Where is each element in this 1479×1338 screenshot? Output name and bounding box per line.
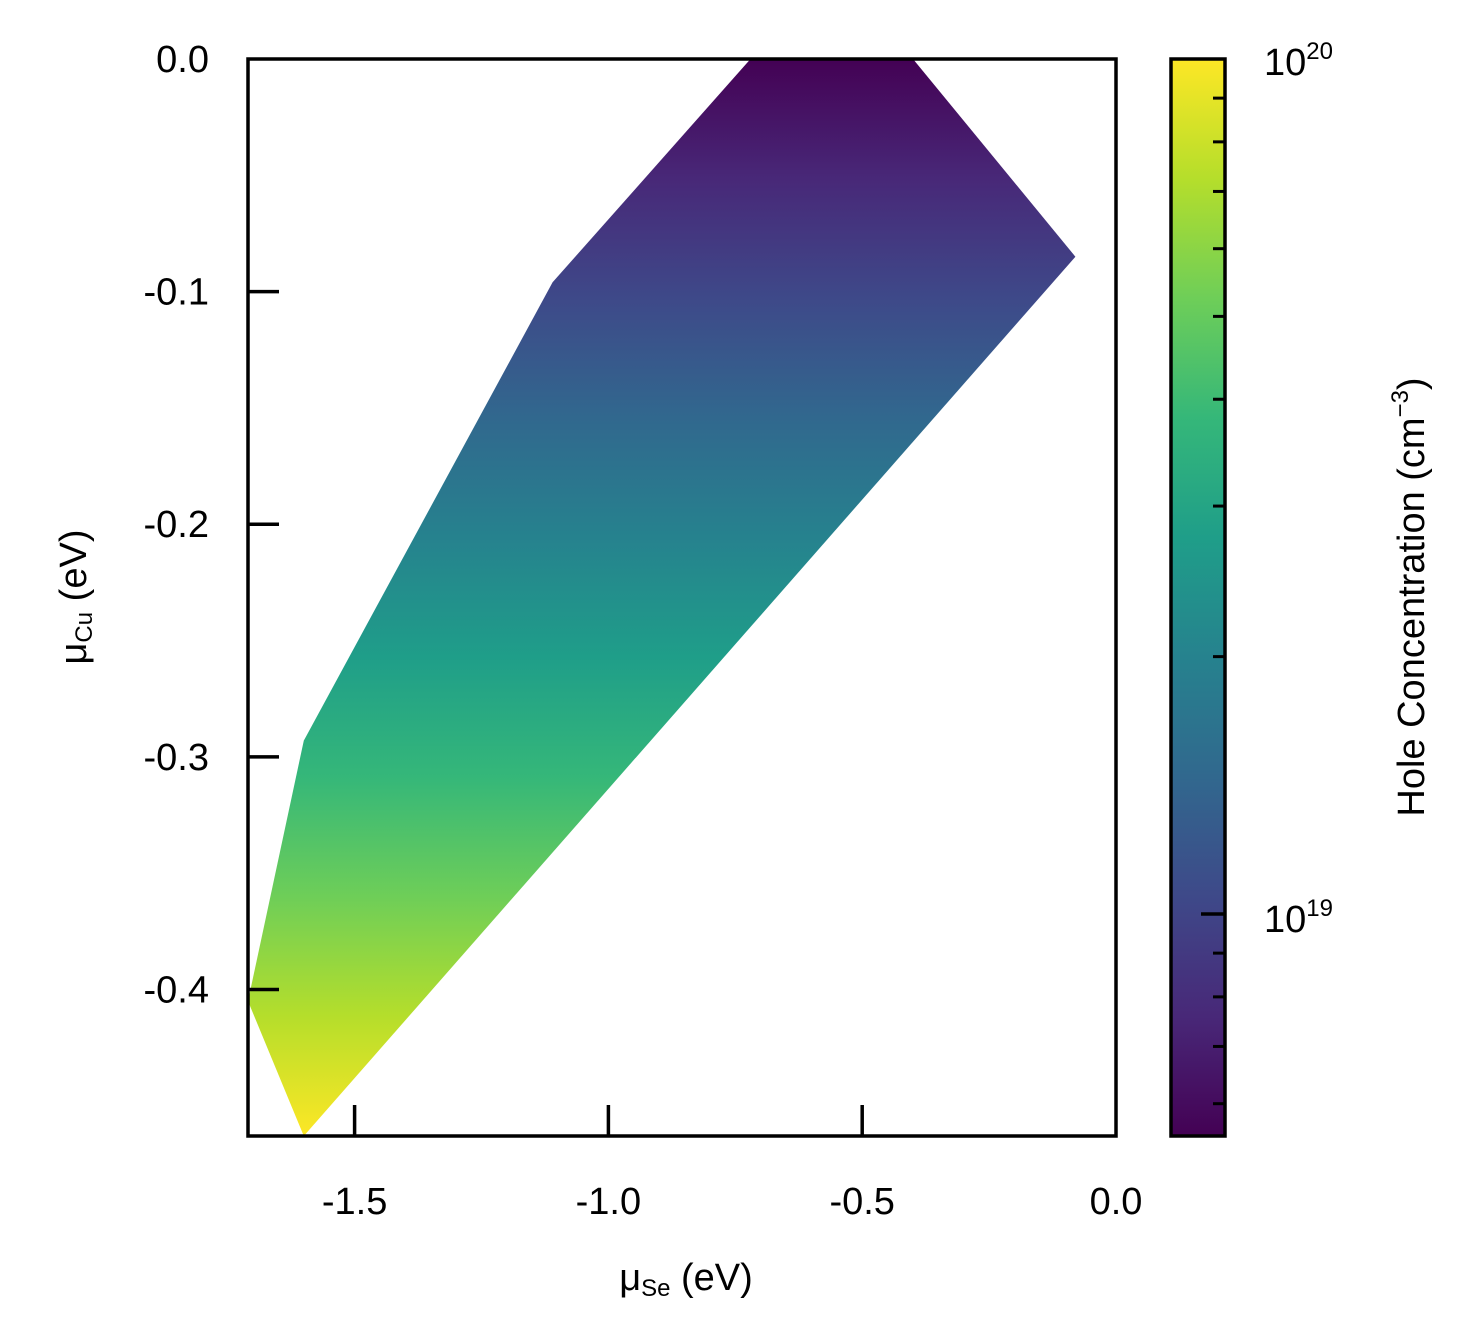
y-tick-label: -0.2 <box>144 504 209 546</box>
stability-region <box>248 59 1076 1136</box>
plot-frame <box>246 57 1118 1138</box>
x-axis-label: μSe (eV) <box>619 1257 753 1302</box>
y-tick-label: -0.3 <box>144 737 209 779</box>
colorbar: 1020 1019 <box>1169 38 1333 1138</box>
x-ticks: -1.5 -1.0 -0.5 0.0 <box>322 1105 1143 1223</box>
colorbar-fill <box>1171 59 1225 1136</box>
x-tick-label: -1.0 <box>576 1181 641 1223</box>
x-tick-label: 0.0 <box>1090 1181 1143 1223</box>
colorbar-frame <box>1169 57 1227 1138</box>
x-tick-label: -1.5 <box>322 1181 387 1223</box>
colorbar-label: Hole Concentration (cm−3) <box>1387 377 1433 816</box>
y-ticks: 0.0 -0.1 -0.2 -0.3 -0.4 <box>144 39 279 1011</box>
y-axis-label: μCu (eV) <box>53 530 98 665</box>
y-tick-label: 0.0 <box>156 39 209 81</box>
y-tick-label: -0.1 <box>144 272 209 314</box>
x-tick-label: -0.5 <box>829 1181 894 1223</box>
colorbar-tick-label: 1019 <box>1264 895 1333 941</box>
y-tick-label: -0.4 <box>144 969 209 1011</box>
colorbar-ticks: 1020 1019 <box>1201 38 1333 1106</box>
colorbar-tick-label: 1020 <box>1264 38 1333 84</box>
plot-area: -1.5 -1.0 -0.5 0.0 0.0 -0.1 -0.2 -0.3 -0.4 <box>144 39 1143 1223</box>
